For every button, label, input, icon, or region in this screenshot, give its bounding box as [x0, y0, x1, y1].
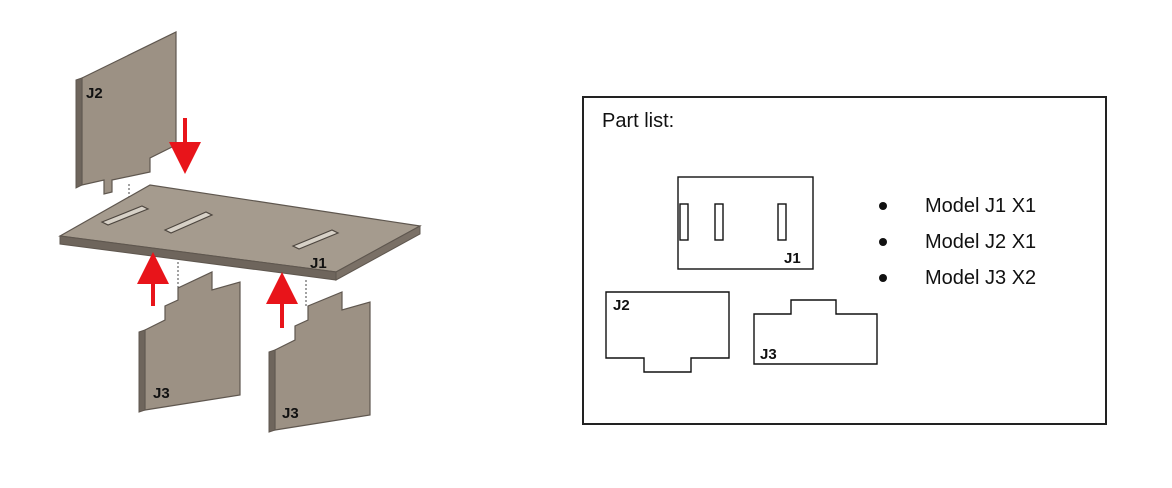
bullet-icon	[879, 202, 887, 210]
label-j3-left: J3	[153, 385, 170, 402]
part-list-items: Model J1 X1 Model J2 X1 Model J3 X2	[879, 192, 1036, 300]
bullet-icon	[879, 274, 887, 282]
panel-j2: J2	[75, 31, 177, 195]
label-j2: J2	[86, 85, 103, 102]
drawing-j3: J3	[753, 299, 878, 365]
panel-j3-right: J3	[268, 291, 371, 433]
panel-j1: J1	[58, 184, 422, 281]
part-list-panel: Part list: J1 J2 J3 Model J1 X1 Model J2…	[582, 96, 1107, 425]
list-item: Model J1 X1	[879, 192, 1036, 228]
assembly-illustration: J2 J1 J3 J3	[58, 31, 422, 433]
part-list-title: Part list:	[602, 110, 675, 132]
drawing-label-j2: J2	[613, 297, 630, 314]
drawing-label-j3: J3	[760, 346, 777, 363]
label-j3-right: J3	[282, 405, 299, 422]
drawing-j2: J2	[605, 291, 730, 373]
label-j1: J1	[310, 255, 327, 272]
part-list-drawings: J1 J2 J3	[605, 176, 878, 373]
list-item: Model J2 X1	[879, 228, 1036, 264]
panel-j3-left: J3	[138, 271, 241, 413]
drawing-label-j1: J1	[784, 250, 801, 267]
bullet-icon	[879, 238, 887, 246]
list-item: Model J3 X2	[879, 264, 1036, 300]
drawing-j1: J1	[677, 176, 814, 270]
